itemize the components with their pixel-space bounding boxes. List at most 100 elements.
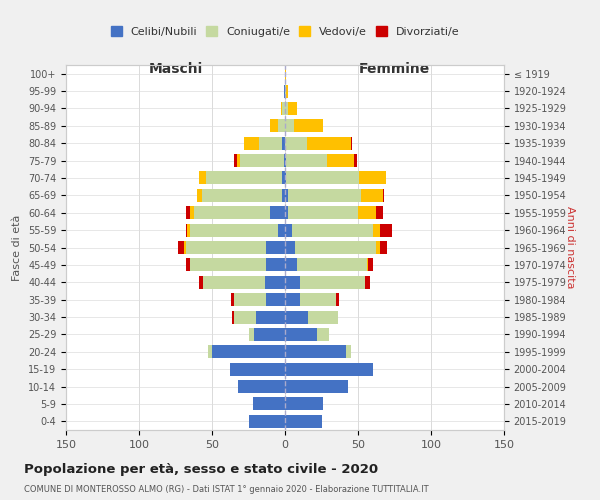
Bar: [237, 154, 240, 167]
Bar: [234, 310, 256, 324]
Bar: [350, 136, 352, 149]
Bar: [231, 293, 234, 306]
Bar: [353, 154, 356, 167]
Bar: [286, 154, 328, 167]
Bar: [259, 136, 282, 149]
Bar: [203, 276, 265, 289]
Bar: [184, 241, 186, 254]
Bar: [317, 328, 329, 341]
Bar: [285, 172, 286, 184]
Bar: [199, 172, 206, 184]
Bar: [328, 154, 353, 167]
Bar: [285, 310, 308, 324]
Bar: [248, 328, 254, 341]
Bar: [361, 189, 383, 202]
Bar: [285, 120, 294, 132]
Bar: [187, 224, 190, 236]
Bar: [248, 415, 285, 428]
Text: Maschi: Maschi: [148, 62, 203, 76]
Text: Popolazione per età, sesso e stato civile - 2020: Popolazione per età, sesso e stato civil…: [24, 462, 378, 475]
Bar: [266, 293, 285, 306]
Bar: [285, 258, 296, 272]
Bar: [294, 120, 323, 132]
Bar: [266, 258, 285, 272]
Bar: [186, 224, 187, 236]
Bar: [292, 224, 373, 236]
Y-axis label: Anni di nascita: Anni di nascita: [565, 206, 575, 289]
Bar: [254, 328, 285, 341]
Bar: [296, 258, 367, 272]
Bar: [202, 189, 282, 202]
Bar: [284, 154, 285, 167]
Bar: [359, 172, 386, 184]
Bar: [285, 362, 373, 376]
Bar: [307, 136, 350, 149]
Bar: [285, 189, 288, 202]
Bar: [285, 241, 295, 254]
Bar: [230, 362, 285, 376]
Bar: [285, 206, 288, 220]
Bar: [282, 172, 285, 184]
Bar: [265, 276, 285, 289]
Bar: [285, 415, 322, 428]
Text: Femmine: Femmine: [359, 62, 430, 76]
Bar: [285, 398, 323, 410]
Bar: [186, 258, 190, 272]
Bar: [282, 189, 285, 202]
Bar: [285, 224, 292, 236]
Bar: [285, 136, 307, 149]
Bar: [367, 258, 368, 272]
Bar: [253, 398, 285, 410]
Bar: [234, 293, 266, 306]
Bar: [278, 224, 285, 236]
Bar: [212, 346, 285, 358]
Bar: [346, 346, 350, 358]
Bar: [178, 241, 184, 254]
Bar: [308, 310, 338, 324]
Bar: [284, 84, 285, 98]
Bar: [365, 276, 370, 289]
Bar: [358, 206, 376, 220]
Bar: [208, 346, 212, 358]
Bar: [285, 102, 288, 115]
Bar: [271, 206, 285, 220]
Bar: [336, 293, 339, 306]
Bar: [238, 380, 285, 393]
Bar: [256, 310, 285, 324]
Bar: [271, 120, 278, 132]
Bar: [286, 172, 359, 184]
Bar: [199, 276, 203, 289]
Bar: [286, 84, 288, 98]
Bar: [380, 224, 392, 236]
Bar: [282, 136, 285, 149]
Bar: [240, 154, 284, 167]
Bar: [285, 84, 286, 98]
Bar: [281, 102, 282, 115]
Bar: [299, 276, 365, 289]
Bar: [288, 189, 361, 202]
Bar: [197, 189, 202, 202]
Bar: [383, 189, 384, 202]
Bar: [285, 328, 317, 341]
Bar: [285, 380, 348, 393]
Bar: [285, 154, 286, 167]
Legend: Celibi/Nubili, Coniugati/e, Vedovi/e, Divorziati/e: Celibi/Nubili, Coniugati/e, Vedovi/e, Di…: [107, 23, 463, 40]
Bar: [288, 102, 296, 115]
Bar: [368, 258, 373, 272]
Bar: [278, 120, 285, 132]
Bar: [285, 346, 346, 358]
Bar: [299, 293, 336, 306]
Bar: [376, 241, 380, 254]
Bar: [190, 258, 266, 272]
Bar: [232, 310, 234, 324]
Bar: [194, 206, 271, 220]
Bar: [244, 136, 259, 149]
Bar: [266, 241, 285, 254]
Bar: [285, 276, 299, 289]
Bar: [190, 224, 278, 236]
Bar: [376, 206, 383, 220]
Bar: [190, 206, 194, 220]
Bar: [186, 241, 266, 254]
Text: COMUNE DI MONTEROSSO ALMO (RG) - Dati ISTAT 1° gennaio 2020 - Elaborazione TUTTI: COMUNE DI MONTEROSSO ALMO (RG) - Dati IS…: [24, 485, 428, 494]
Bar: [186, 206, 190, 220]
